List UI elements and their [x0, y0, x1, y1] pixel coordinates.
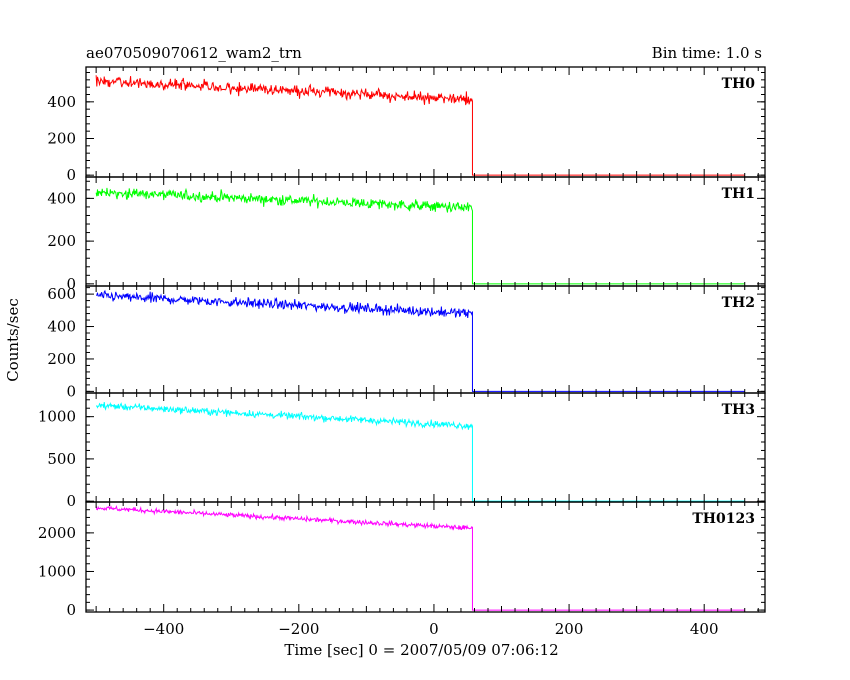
panel-label-th1: TH1 — [722, 186, 755, 202]
panel-frame-th3 — [85, 392, 766, 503]
y-tick-label: 200 — [47, 232, 76, 250]
y-tick-label: 600 — [47, 285, 76, 303]
panel-label-th0123: TH0123 — [692, 511, 755, 527]
y-tick-label: 1000 — [38, 562, 76, 580]
y-tick-label: 400 — [47, 93, 76, 111]
y-tick-label: 0 — [66, 275, 76, 293]
y-tick-label: 400 — [47, 189, 76, 207]
y-tick-label: 400 — [47, 318, 76, 336]
y-tick-label: 0 — [66, 601, 76, 619]
y-tick-label: 500 — [47, 450, 76, 468]
panel-label-th0: TH0 — [722, 76, 756, 92]
x-tick-label: 0 — [429, 620, 439, 638]
bin-time-label: Bin time: 1.0 s — [651, 44, 762, 62]
series-line-th0123 — [95, 505, 745, 611]
x-tick-label: −200 — [278, 620, 319, 638]
series-line-th3 — [95, 401, 745, 502]
panel-frame-th0123 — [85, 501, 766, 613]
y-tick-label: 200 — [47, 130, 76, 148]
panel-label-th2: TH2 — [722, 295, 755, 311]
y-tick-label: 0 — [66, 492, 76, 510]
chart-title: ae070509070612_wam2_trn — [86, 44, 302, 62]
series-line-th1 — [95, 187, 745, 285]
panel-label-th3: TH3 — [722, 402, 755, 418]
y-tick-label: 2000 — [38, 524, 76, 542]
y-tick-label: 0 — [66, 166, 76, 184]
x-axis-title: Time [sec] 0 = 2007/05/09 07:06:12 — [284, 641, 558, 659]
series-line-th2 — [96, 289, 745, 392]
x-tick-label: −400 — [143, 620, 184, 638]
series-line-th0 — [95, 75, 745, 176]
y-tick-label: 1000 — [38, 408, 76, 426]
panel-frame-th1 — [85, 176, 766, 287]
y-tick-label: 0 — [66, 382, 76, 400]
x-tick-label: 200 — [555, 620, 584, 638]
y-tick-label: 200 — [47, 350, 76, 368]
x-tick-label: 400 — [690, 620, 719, 638]
y-axis-title: Counts/sec — [4, 298, 22, 382]
